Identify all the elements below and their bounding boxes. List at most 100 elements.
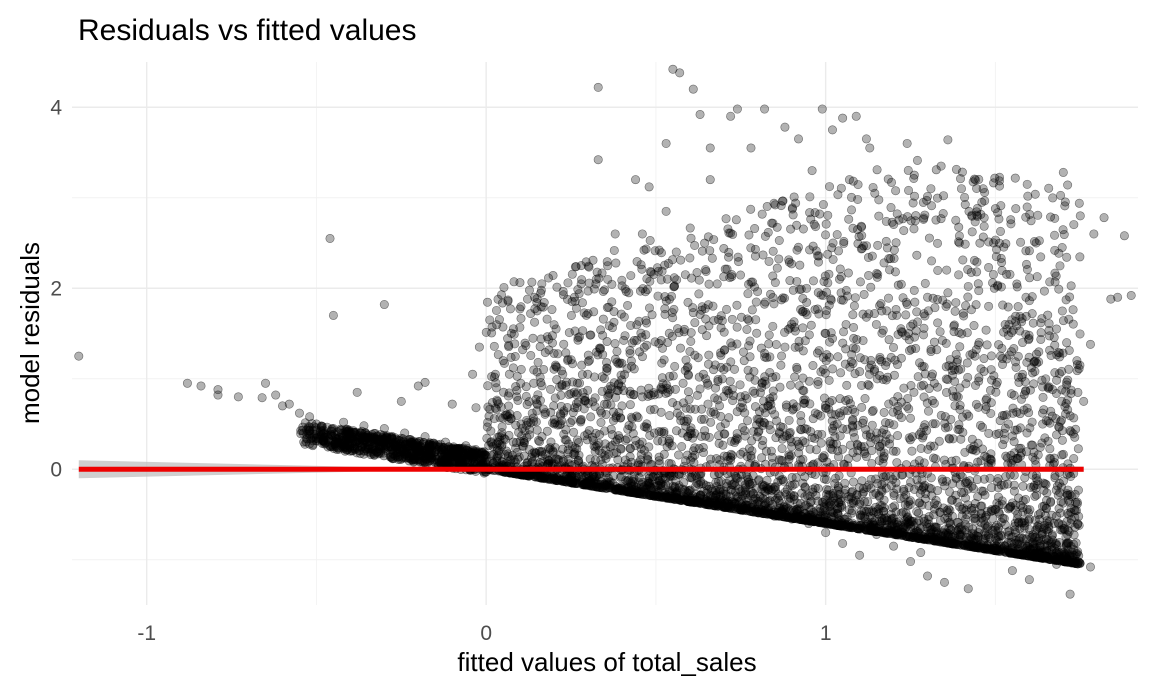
- data-point: [810, 305, 820, 315]
- data-point: [777, 351, 787, 361]
- data-point: [277, 401, 287, 411]
- data-point: [906, 216, 916, 226]
- data-point: [747, 305, 757, 315]
- data-point: [925, 441, 935, 451]
- data-point: [447, 399, 457, 409]
- data-point: [213, 385, 223, 395]
- data-point: [889, 245, 899, 255]
- data-point: [912, 155, 922, 165]
- data-point: [765, 396, 775, 406]
- data-point: [760, 348, 770, 358]
- data-point: [1003, 302, 1013, 312]
- data-point: [559, 339, 569, 349]
- data-point: [860, 394, 870, 404]
- data-point: [750, 224, 760, 234]
- data-point: [1036, 252, 1046, 262]
- data-point: [694, 289, 704, 299]
- data-point: [489, 372, 499, 382]
- data-point: [690, 318, 700, 328]
- data-point: [509, 277, 519, 287]
- data-point: [1054, 284, 1064, 294]
- data-point: [537, 381, 547, 391]
- data-point: [920, 278, 930, 288]
- data-point: [929, 453, 939, 463]
- data-point: [779, 293, 789, 303]
- data-point: [1063, 180, 1073, 190]
- data-point: [620, 331, 630, 341]
- data-point: [835, 431, 845, 441]
- data-point: [897, 413, 907, 423]
- data-point: [784, 451, 794, 461]
- data-point: [857, 402, 867, 412]
- data-point: [828, 364, 838, 374]
- data-point: [553, 349, 563, 359]
- data-point: [823, 210, 833, 220]
- data-point: [688, 84, 698, 94]
- data-point: [661, 206, 671, 216]
- data-point: [574, 456, 584, 466]
- data-point: [593, 82, 603, 92]
- data-point: [598, 350, 608, 360]
- data-point: [567, 415, 577, 425]
- data-point: [747, 436, 757, 446]
- data-point: [941, 362, 951, 372]
- data-point: [656, 248, 666, 258]
- data-point: [583, 309, 593, 319]
- data-point: [813, 257, 823, 267]
- data-point: [760, 297, 770, 307]
- data-point: [628, 429, 638, 439]
- data-point: [893, 392, 903, 402]
- data-point: [1024, 575, 1034, 585]
- data-point: [891, 446, 901, 456]
- data-point: [750, 251, 760, 261]
- data-point: [1025, 423, 1035, 433]
- data-point: [1050, 473, 1060, 483]
- data-point: [830, 473, 840, 483]
- data-point: [755, 407, 765, 417]
- data-point: [939, 191, 949, 201]
- data-point: [692, 268, 702, 278]
- data-point: [1057, 426, 1067, 436]
- data-point: [537, 279, 547, 289]
- data-point: [559, 290, 569, 300]
- data-point: [746, 243, 756, 253]
- data-point: [1051, 271, 1061, 281]
- data-point: [305, 412, 315, 422]
- data-point: [877, 486, 887, 496]
- data-point: [607, 323, 617, 333]
- data-point: [873, 240, 883, 250]
- data-point: [867, 420, 877, 430]
- data-point: [821, 528, 831, 538]
- data-point: [910, 332, 920, 342]
- data-point: [1015, 311, 1025, 321]
- data-point: [611, 258, 621, 268]
- data-point: [957, 511, 967, 521]
- data-point: [969, 321, 979, 331]
- data-point: [894, 215, 904, 225]
- data-point: [670, 281, 680, 291]
- data-point: [583, 261, 593, 271]
- data-point: [356, 441, 366, 451]
- data-point: [1023, 191, 1033, 201]
- data-point: [836, 295, 846, 305]
- data-point: [1032, 470, 1042, 480]
- data-point: [570, 326, 580, 336]
- data-point: [491, 383, 501, 393]
- data-point: [498, 356, 508, 366]
- data-point: [986, 365, 996, 375]
- data-point: [605, 442, 615, 452]
- data-point: [827, 445, 837, 455]
- data-point: [751, 297, 761, 307]
- data-point: [993, 492, 1003, 502]
- data-point: [784, 415, 794, 425]
- data-point: [494, 315, 504, 325]
- data-point: [1053, 348, 1063, 358]
- data-point: [627, 338, 637, 348]
- data-point: [610, 229, 620, 239]
- data-point: [1075, 252, 1085, 262]
- data-point: [923, 292, 933, 302]
- data-point: [658, 343, 668, 353]
- data-point: [768, 372, 778, 382]
- data-point: [598, 330, 608, 340]
